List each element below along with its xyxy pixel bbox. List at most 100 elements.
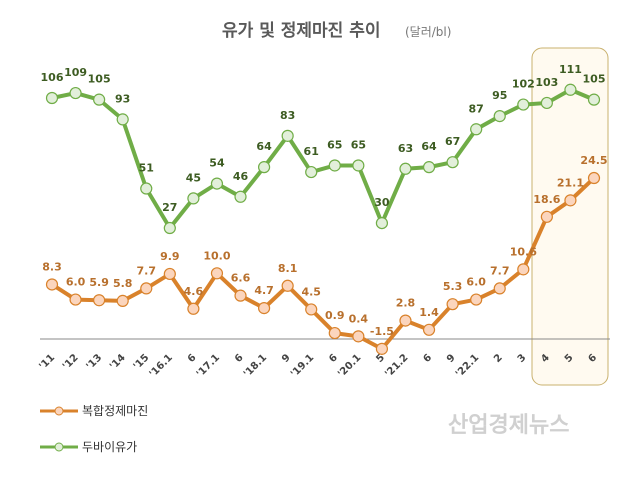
margin-point (470, 293, 483, 306)
margin-data-label: 7.7 (137, 264, 157, 277)
margin-data-label: 4.5 (301, 285, 321, 298)
chart-unit: (달러/bl) (405, 25, 451, 39)
dubai-data-label: 87 (469, 102, 484, 115)
x-tick-label: '13 (84, 352, 104, 372)
dubai-point (470, 123, 483, 136)
x-tick-label: 6 (421, 352, 434, 365)
margin-data-label: 6.6 (231, 272, 251, 285)
x-tick-label: '20.1 (336, 352, 363, 379)
dubai-data-label: 64 (256, 140, 272, 153)
x-tick-label: 6 (327, 352, 340, 365)
dubai-point (163, 221, 176, 235)
margin-data-label: 7.7 (490, 264, 510, 277)
margin-data-label: 10.6 (510, 245, 537, 258)
legend-label-dubai: 두바이유가 (82, 440, 137, 454)
dubai-data-label: 93 (115, 92, 130, 105)
dubai-point (540, 96, 553, 110)
dubai-data-label: 61 (304, 145, 319, 158)
dubai-data-label: 102 (512, 78, 535, 91)
dubai-data-label: 67 (445, 135, 460, 148)
margin-data-label: 6.0 (66, 276, 86, 289)
dubai-point (69, 86, 82, 100)
margin-point (540, 210, 553, 223)
x-tick-label: '11 (37, 352, 57, 372)
dubai-point (140, 182, 153, 195)
dubai-data-label: 109 (64, 66, 87, 79)
dubai-point (422, 161, 436, 174)
margin-data-label: 8.3 (42, 260, 62, 273)
margin-point (187, 302, 200, 315)
x-tick-label: 6 (186, 352, 199, 365)
x-tick-label: '15 (132, 352, 152, 372)
margin-data-label: 0.4 (349, 312, 369, 325)
dubai-point (234, 190, 247, 203)
margin-data-label: 24.5 (580, 154, 607, 167)
x-tick-label: 2 (492, 352, 505, 365)
dubai-point (493, 110, 506, 123)
dubai-data-label: 105 (583, 73, 606, 86)
margin-point (116, 294, 129, 307)
dubai-data-label: 106 (41, 71, 64, 84)
margin-data-label: 4.7 (254, 284, 274, 297)
margin-data-label: 2.8 (396, 297, 416, 310)
margin-point (210, 267, 224, 280)
dubai-point (281, 129, 294, 142)
x-tick-label: 6 (233, 352, 246, 365)
margin-data-label: 5.8 (113, 277, 133, 290)
legend: 복합정제마진 두바이유가 (40, 404, 148, 454)
dubai-point (187, 192, 200, 205)
margin-point (328, 326, 341, 340)
dubai-data-label: 105 (88, 73, 111, 86)
margin-point (281, 279, 294, 292)
margin-point (163, 267, 176, 281)
x-tick-label: '18.1 (242, 352, 269, 379)
margin-data-label: 6.0 (466, 276, 486, 289)
legend-marker-margin (54, 406, 64, 416)
margin-data-label: 5.3 (443, 280, 463, 293)
x-tick-label: 3 (516, 352, 529, 365)
margin-data-label: 1.4 (419, 306, 439, 319)
margin-data-label: 5.9 (89, 276, 109, 289)
x-tick-label: '22.1 (454, 352, 481, 379)
dubai-point (305, 165, 318, 179)
dubai-point (45, 91, 59, 105)
x-tick-label: 9 (445, 352, 458, 365)
legend-marker-dubai (54, 442, 64, 452)
dubai-data-label: 46 (233, 170, 249, 183)
dubai-data-label: 45 (186, 171, 201, 184)
margin-point (587, 171, 601, 185)
dubai-point (446, 156, 459, 169)
margin-data-label: 8.1 (278, 262, 298, 275)
margin-point (234, 289, 247, 302)
margin-point (257, 302, 271, 315)
x-tick-label: '14 (108, 352, 128, 372)
margin-data-label: 0.9 (325, 309, 345, 322)
dubai-point (257, 161, 271, 174)
dubai-data-label: 65 (351, 138, 366, 151)
margin-point (69, 293, 82, 306)
dubai-point (399, 162, 412, 175)
x-tick-label: '16.1 (148, 352, 175, 379)
dubai-point (587, 93, 601, 106)
margin-line (50, 176, 596, 351)
margin-data-label: 18.6 (533, 193, 560, 206)
dubai-line (51, 87, 595, 231)
margin-point (375, 342, 389, 355)
dubai-data-label: 64 (421, 140, 437, 153)
x-tick-label: '21.2 (383, 352, 410, 379)
margin-point (422, 323, 436, 336)
dubai-data-label: 95 (492, 89, 507, 102)
dubai-data-label: 27 (162, 201, 177, 214)
dubai-data-label: 54 (209, 157, 225, 170)
margin-point (93, 294, 106, 307)
dubai-data-label: 65 (327, 138, 342, 151)
margin-data-label: 4.6 (184, 285, 204, 298)
highlight-box (531, 47, 609, 386)
margin-point (45, 278, 59, 291)
dubai-data-label: 51 (139, 162, 154, 175)
dubai-point (564, 83, 577, 96)
dubai-point (375, 216, 389, 230)
margin-data-label: 21.1 (557, 176, 584, 189)
margin-data-label: 10.0 (203, 249, 230, 262)
